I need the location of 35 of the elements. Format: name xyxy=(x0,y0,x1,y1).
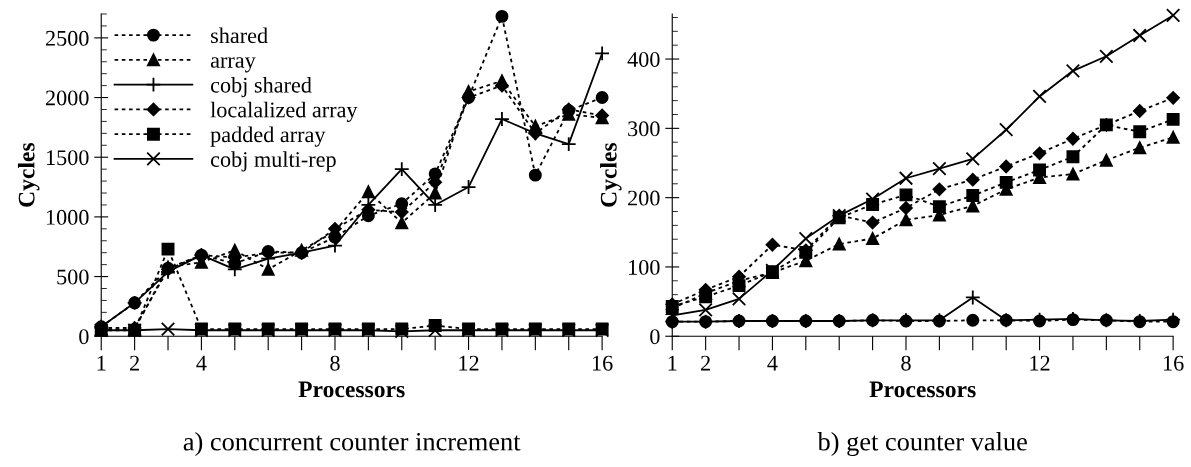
y-tick-label: 300 xyxy=(628,121,660,137)
legend-label: cobj shared xyxy=(210,77,312,98)
y-tick-label: 0 xyxy=(650,329,660,345)
x-tick-label: 1 xyxy=(97,355,106,371)
legend-label: cobj multi-rep xyxy=(210,151,336,172)
y-tick-label: 100 xyxy=(629,259,660,275)
x-axis-title: Processors xyxy=(298,381,405,398)
y-tick-label: 500 xyxy=(57,269,89,285)
x-tick-label: 2 xyxy=(130,355,139,371)
y-tick-label: 1000 xyxy=(46,209,89,225)
x-tick-label: 12 xyxy=(459,355,479,371)
y-tick-label: 2000 xyxy=(45,90,89,106)
y-tick-label: 400 xyxy=(627,51,660,67)
y-tick-label: 0 xyxy=(79,329,89,345)
x-tick-label: 8 xyxy=(901,355,911,371)
x-tick-label: 2 xyxy=(701,355,710,371)
text: b) get counter value xyxy=(817,432,1027,457)
y-tick-label: 1500 xyxy=(46,150,89,166)
x-tick-label: 4 xyxy=(767,355,778,371)
legend-label: array xyxy=(210,57,256,73)
legend-label: localalized array xyxy=(210,101,358,122)
x-tick-label: 12 xyxy=(1030,355,1050,371)
y-axis-title: Cycles xyxy=(17,142,40,207)
y-axis-title: Cycles xyxy=(600,142,622,207)
y-tick-label: 200 xyxy=(628,190,660,206)
legend-label: shared xyxy=(211,27,268,44)
text: a) concurrent counter increment xyxy=(183,432,521,456)
legend-label: padded array xyxy=(210,126,326,147)
x-axis-title: Processors xyxy=(869,381,976,398)
x-tick-label: 8 xyxy=(330,355,340,371)
x-tick-label: 16 xyxy=(592,355,613,371)
x-tick-label: 1 xyxy=(668,355,677,371)
y-tick-label: 2500 xyxy=(45,30,89,46)
x-tick-label: 16 xyxy=(1163,355,1184,371)
x-tick-label: 4 xyxy=(196,355,207,371)
